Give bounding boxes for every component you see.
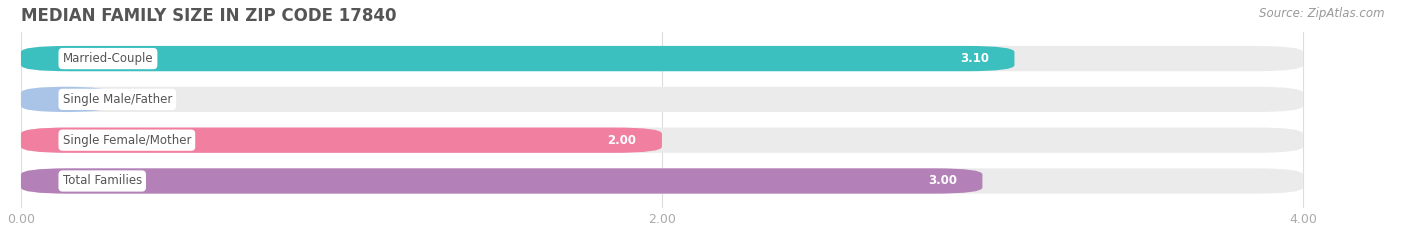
FancyBboxPatch shape [21, 46, 1015, 71]
FancyBboxPatch shape [21, 46, 1303, 71]
Text: MEDIAN FAMILY SIZE IN ZIP CODE 17840: MEDIAN FAMILY SIZE IN ZIP CODE 17840 [21, 7, 396, 25]
FancyBboxPatch shape [21, 127, 662, 153]
FancyBboxPatch shape [21, 168, 1303, 194]
Text: Married-Couple: Married-Couple [63, 52, 153, 65]
Text: 3.00: 3.00 [928, 175, 956, 188]
Text: 0.00: 0.00 [59, 93, 89, 106]
FancyBboxPatch shape [21, 87, 1303, 112]
Text: 2.00: 2.00 [607, 134, 637, 147]
Text: Source: ZipAtlas.com: Source: ZipAtlas.com [1260, 7, 1385, 20]
FancyBboxPatch shape [21, 127, 1303, 153]
Text: 3.10: 3.10 [960, 52, 988, 65]
Text: Total Families: Total Families [63, 175, 142, 188]
FancyBboxPatch shape [21, 168, 983, 194]
FancyBboxPatch shape [21, 87, 111, 112]
Text: Single Male/Father: Single Male/Father [63, 93, 172, 106]
Text: Single Female/Mother: Single Female/Mother [63, 134, 191, 147]
